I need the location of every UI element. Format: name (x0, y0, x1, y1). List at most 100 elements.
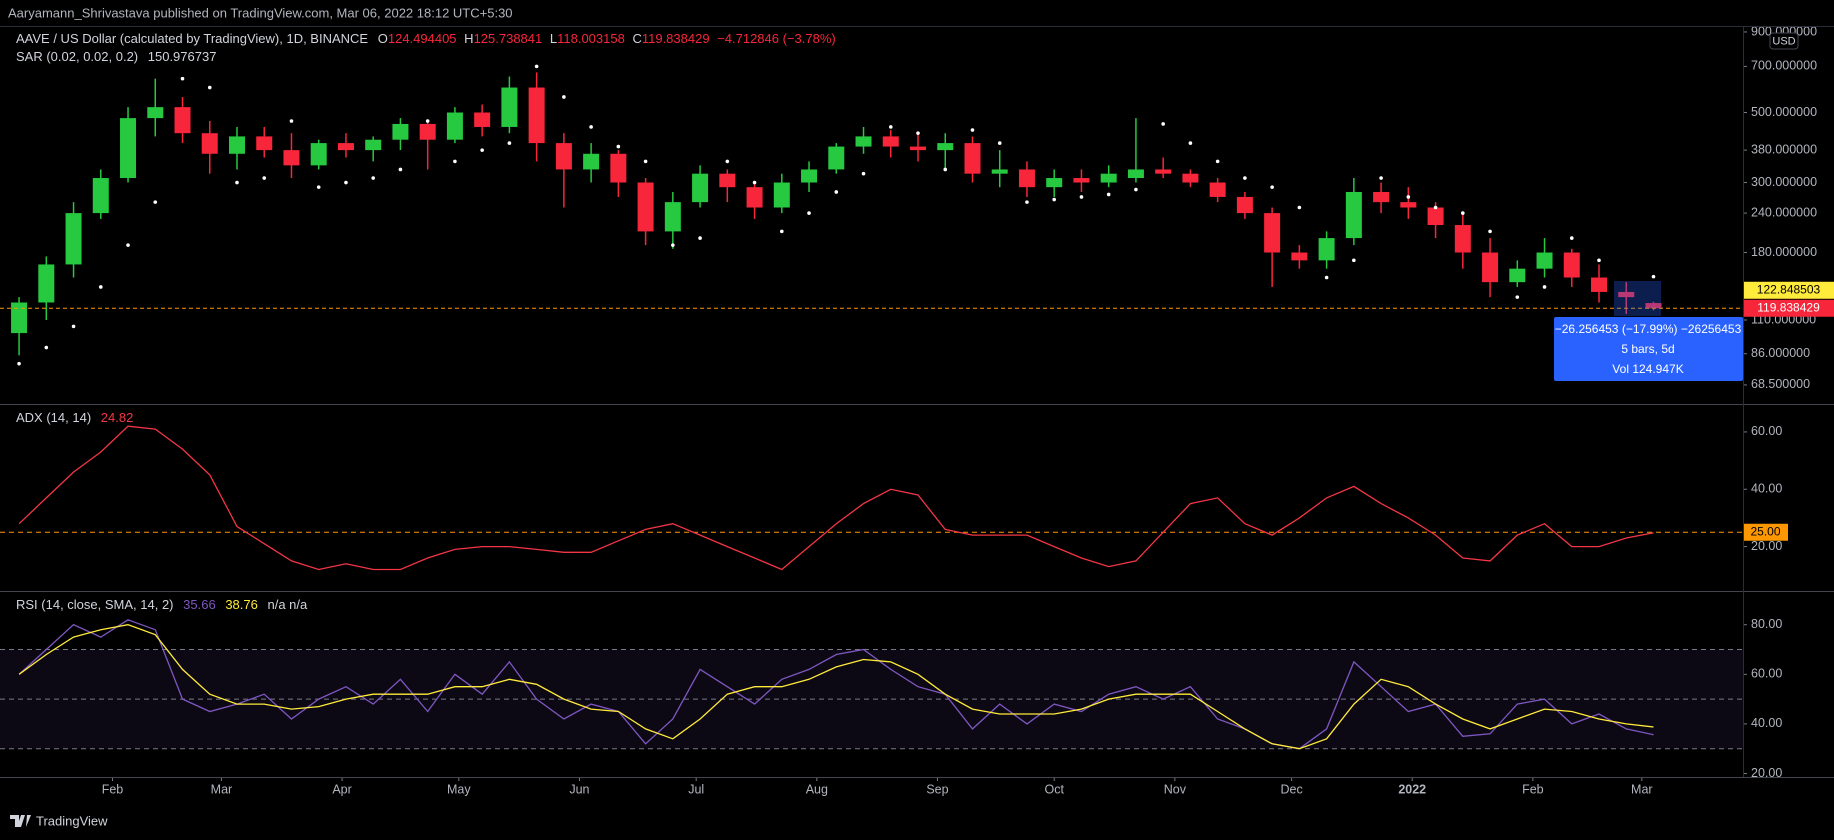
measure-volume: Vol 124.947K (1612, 362, 1683, 376)
candle-body (1482, 252, 1499, 283)
candle-body (1046, 178, 1063, 188)
candle-body (882, 136, 899, 147)
sar-dot (153, 200, 158, 204)
candle-body (719, 173, 736, 188)
candle-body (392, 123, 409, 140)
currency: USD (1772, 35, 1795, 47)
candle-body (1645, 303, 1662, 309)
sar-dot (344, 180, 348, 185)
candle-body (120, 118, 137, 179)
candle-body (147, 107, 164, 119)
candle-body (773, 182, 790, 208)
sar-dot (1352, 258, 1356, 263)
sar-dot (943, 167, 948, 172)
x-tick-label: Oct (1044, 782, 1064, 796)
header: Aaryamann_Shrivastava published on Tradi… (8, 5, 513, 20)
rsi-sma-value: 38.76 (225, 597, 258, 612)
y-tick-label: 20.00 (1751, 766, 1782, 780)
sar-dot (126, 243, 130, 247)
y-tick-label: 68.500000 (1751, 377, 1810, 391)
pane (0, 425, 1743, 571)
sar-dot (671, 243, 675, 247)
y-tick-label: 40.00 (1751, 482, 1782, 496)
y-tick-label: 20.00 (1751, 539, 1782, 553)
sar-dot (1406, 195, 1411, 199)
sar-dot (1379, 176, 1383, 180)
x-tick-label: Dec (1280, 782, 1302, 796)
measure-bars: 5 bars, 5d (1621, 342, 1674, 356)
sar-dot (425, 119, 430, 123)
sar-legend: SAR (0.02, 0.02, 0.2) 150.976737 (16, 49, 216, 64)
candle-body (1536, 252, 1553, 269)
sar-dot (1025, 200, 1029, 204)
candle-body (555, 143, 572, 170)
adx-value: 24.82 (101, 410, 134, 425)
candle-body (1209, 182, 1226, 197)
candle-body (1100, 173, 1117, 183)
sar-dot (1161, 122, 1165, 126)
x-tick-label: Jun (569, 782, 589, 796)
candle-body (92, 178, 109, 214)
candle-body (1127, 169, 1144, 179)
sar-dot (289, 119, 294, 123)
y-tick-label: 380.000000 (1751, 142, 1817, 156)
ohlc-label: O (378, 31, 388, 46)
y-tick-label: 60.00 (1751, 667, 1782, 681)
sar-dot (1651, 274, 1656, 279)
candle-body (283, 150, 300, 166)
candle-body (38, 264, 55, 303)
sar-dot (71, 324, 76, 329)
x-tick-label: Mar (211, 782, 233, 796)
sar-dot (1515, 295, 1520, 299)
candle-body (228, 136, 245, 154)
x-tick-label: Sep (926, 782, 948, 796)
candle-body (528, 87, 545, 144)
sar-dot (398, 167, 403, 172)
sar-dot (861, 171, 866, 176)
sar-dot (235, 180, 239, 185)
sar-dot (780, 229, 784, 234)
sar-dot (1324, 275, 1329, 280)
plot-layer: Feb Mar Apr May Jun Jul Aug Sep Oct Nov Dec 2022 Feb… (0, 24, 1834, 796)
y-tick-label: 180.000000 (1751, 245, 1817, 259)
close-value: 119.838429 (642, 31, 710, 46)
candle-body (474, 112, 491, 127)
sar-dot (616, 144, 621, 149)
x-tick-label: Aug (806, 782, 828, 796)
x-tick-label: Mar (1631, 782, 1653, 796)
candle-body (65, 213, 82, 265)
y-tick-label: 86.000000 (1751, 346, 1810, 360)
sar-dot (1134, 187, 1138, 192)
candle-body (991, 169, 1008, 174)
candle-body (910, 146, 927, 151)
x-tick-label: Feb (102, 782, 124, 796)
sar-dot (1297, 205, 1302, 210)
candle-body (1018, 169, 1035, 188)
candle-body (337, 143, 354, 151)
sar-dot (1079, 195, 1084, 199)
candle-body (1373, 191, 1390, 203)
x-tick-label: Jul (688, 782, 704, 796)
sar-dot (888, 125, 893, 129)
candle-body (937, 143, 954, 151)
rsi-title: RSI (14, close, SMA, 14, 2) (16, 597, 174, 612)
candle-body (1591, 277, 1608, 292)
sar-dot (1433, 205, 1438, 210)
price-label-box (1743, 299, 1834, 317)
candle-body (1182, 173, 1199, 183)
low-value: 118.003158 (557, 31, 625, 46)
x-tick-label: Nov (1164, 782, 1187, 796)
sar-value: 150.976737 (148, 49, 217, 64)
y-tick-label: 60.00 (1751, 424, 1782, 438)
candle-body (446, 112, 463, 140)
candle-body (637, 182, 654, 232)
x-tick-label: Feb (1522, 782, 1544, 796)
sar-dot (643, 159, 648, 164)
y-tick-label: 40.00 (1751, 716, 1782, 730)
sar-dot (916, 131, 920, 135)
sar-dot (1461, 211, 1465, 215)
sar-dot (970, 128, 975, 132)
candle-body (1318, 238, 1335, 261)
